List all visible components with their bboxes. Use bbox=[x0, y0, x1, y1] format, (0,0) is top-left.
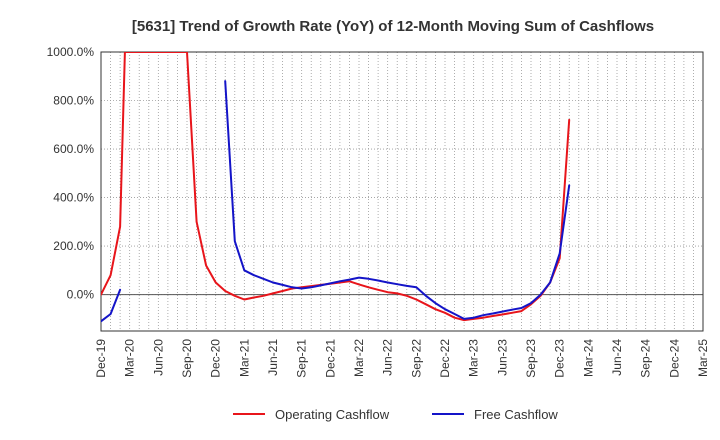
grid bbox=[101, 51, 703, 331]
x-tick-label: Mar-21 bbox=[237, 339, 251, 377]
legend-label: Free Cashflow bbox=[474, 407, 558, 422]
y-tick-label: 800.0% bbox=[53, 94, 94, 108]
y-axis: 1000.0% 800.0% 600.0% 400.0% 200.0% 0.0% bbox=[47, 45, 95, 302]
x-tick-label: Sep-24 bbox=[639, 339, 653, 378]
x-tick-label: Mar-20 bbox=[123, 339, 137, 377]
chart-title: [5631] Trend of Growth Rate (YoY) of 12-… bbox=[132, 18, 654, 35]
x-tick-label: Mar-24 bbox=[581, 339, 595, 377]
x-tick-label: Mar-25 bbox=[696, 339, 710, 377]
x-tick-label: Dec-24 bbox=[667, 339, 681, 378]
series-line-operating-cashflow bbox=[101, 52, 571, 322]
y-tick-label: 0.0% bbox=[67, 288, 95, 302]
y-tick-label: 1000.0% bbox=[47, 45, 95, 59]
y-tick-label: 200.0% bbox=[53, 239, 94, 253]
legend-label: Operating Cashflow bbox=[275, 407, 390, 422]
x-tick-label: Jun-21 bbox=[266, 339, 280, 376]
x-tick-label: Jun-24 bbox=[610, 339, 624, 376]
x-tick-label: Jun-20 bbox=[151, 339, 165, 376]
x-tick-label: Dec-21 bbox=[323, 339, 337, 378]
y-tick-label: 400.0% bbox=[53, 191, 94, 205]
x-tick-label: Sep-20 bbox=[180, 339, 194, 378]
plot-frame bbox=[100, 51, 704, 332]
x-tick-label: Jun-22 bbox=[381, 339, 395, 376]
x-tick-label: Dec-20 bbox=[209, 339, 223, 378]
series-lines bbox=[101, 52, 571, 323]
y-tick-label: 600.0% bbox=[53, 142, 94, 156]
x-axis: Dec-19 Mar-20 Jun-20 Sep-20 Dec-20 Mar-21 Jun-… bbox=[94, 339, 710, 378]
x-tick-label: Sep-23 bbox=[524, 339, 538, 378]
series-line-free-cashflow bbox=[101, 80, 571, 323]
x-tick-label: Mar-22 bbox=[352, 339, 366, 377]
legend: Operating Cashflow Free Cashflow bbox=[233, 407, 558, 422]
x-tick-label: Sep-21 bbox=[295, 339, 309, 378]
x-tick-label: Dec-22 bbox=[438, 339, 452, 378]
x-tick-label: Sep-22 bbox=[409, 339, 423, 378]
x-tick-label: Dec-19 bbox=[94, 339, 108, 378]
x-tick-label: Jun-23 bbox=[495, 339, 509, 376]
x-tick-label: Mar-23 bbox=[467, 339, 481, 377]
x-tick-label: Dec-23 bbox=[553, 339, 567, 378]
